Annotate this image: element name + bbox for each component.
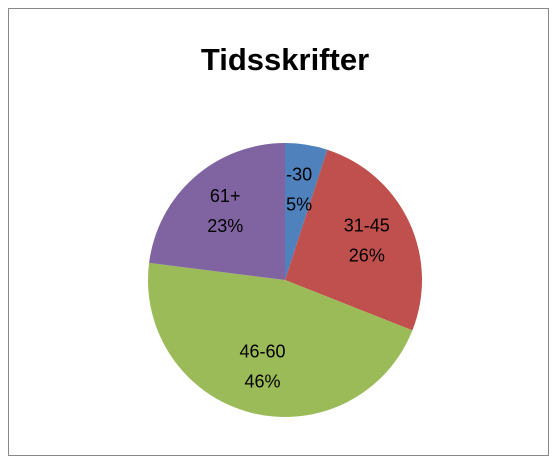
slice-value-label: 26%	[349, 245, 385, 265]
slice-category-label: -30	[286, 164, 312, 184]
slice-category-label: 31-45	[344, 215, 390, 235]
slice-category-label: 61+	[210, 186, 241, 206]
slice-value-label: 46%	[244, 371, 280, 391]
pie-slice	[285, 149, 422, 331]
chart-title: Tidsskrifter	[201, 42, 369, 77]
slice-value-label: 23%	[207, 216, 243, 236]
pie-slice	[285, 143, 328, 280]
slice-category-label: 46-60	[239, 341, 285, 361]
pie-slice	[149, 143, 285, 280]
pie-slice	[148, 262, 413, 417]
slice-value-label: 5%	[286, 194, 312, 214]
